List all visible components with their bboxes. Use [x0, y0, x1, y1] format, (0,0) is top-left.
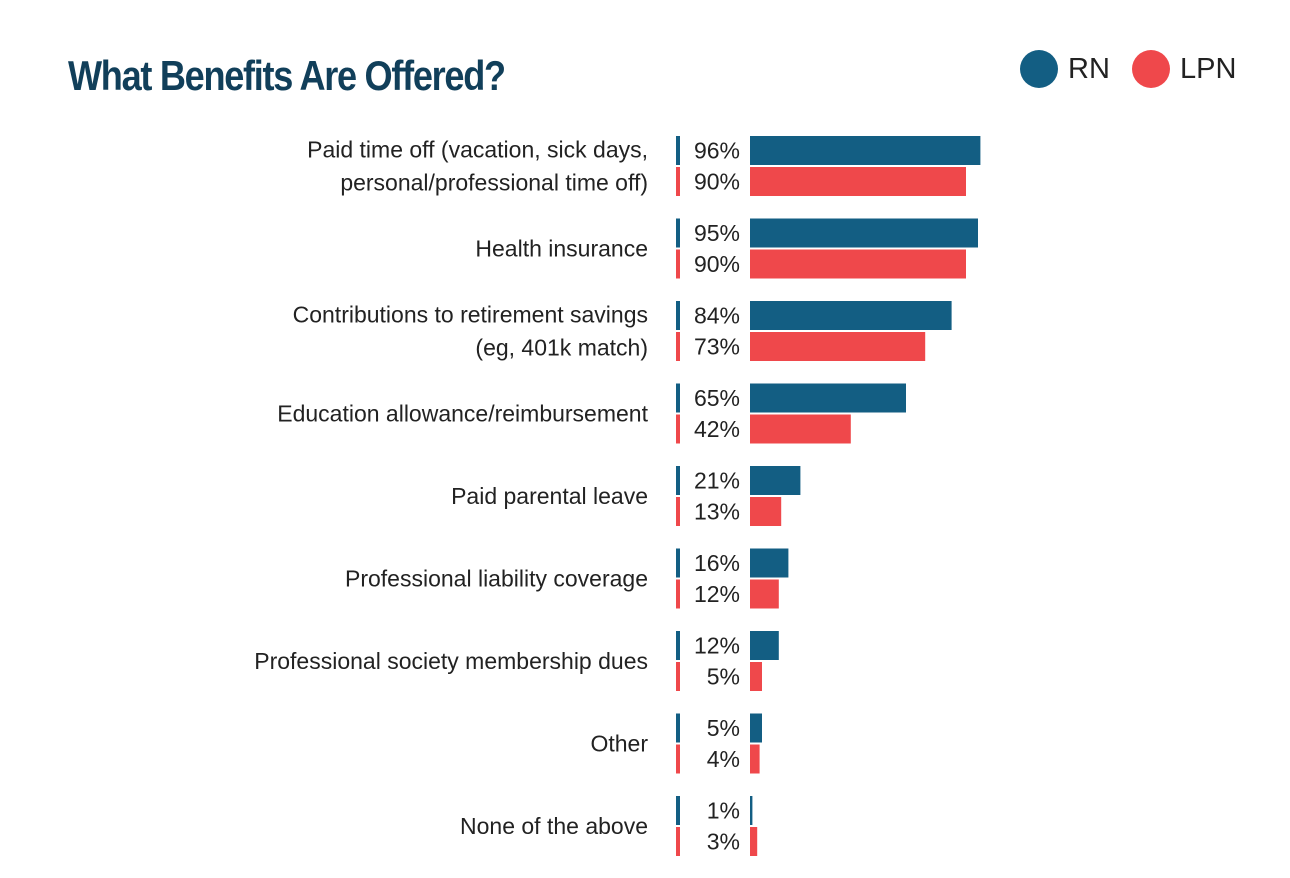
bar-lpn — [750, 414, 851, 444]
series-marker-lpn — [676, 497, 680, 526]
data-label-lpn: 4% — [707, 746, 740, 772]
data-label-lpn: 42% — [694, 416, 740, 442]
data-label-lpn: 73% — [694, 334, 740, 360]
series-marker-lpn — [676, 662, 680, 691]
legend-swatch-lpn — [1132, 50, 1170, 88]
legend-swatch-rn — [1020, 50, 1058, 88]
category-label: Education allowance/reimbursement — [277, 401, 648, 427]
bar-rn — [750, 796, 753, 825]
bar-lpn — [750, 579, 779, 609]
data-label-lpn: 90% — [694, 251, 740, 277]
category-label: Paid parental leave — [451, 483, 648, 509]
bar-lpn — [750, 249, 966, 279]
bar-rn — [750, 548, 789, 578]
legend-item-rn: RN — [1020, 50, 1110, 88]
bar-rn — [750, 631, 779, 660]
chart-title: What Benefits Are Offered? — [68, 52, 506, 99]
series-marker-lpn — [676, 414, 680, 444]
category-label: Health insurance — [475, 236, 648, 262]
category-label: None of the above — [460, 813, 648, 839]
data-label-lpn: 5% — [707, 664, 740, 690]
series-marker-lpn — [676, 579, 680, 609]
data-label-rn: 1% — [707, 798, 740, 824]
legend-item-lpn: LPN — [1132, 50, 1236, 88]
category-label: personal/professional time off) — [340, 170, 648, 196]
series-marker-rn — [676, 466, 680, 495]
data-label-lpn: 3% — [707, 829, 740, 855]
data-label-rn: 21% — [694, 468, 740, 494]
data-label-rn: 5% — [707, 715, 740, 741]
bar-rn — [750, 466, 801, 495]
series-marker-rn — [676, 301, 680, 330]
series-marker-lpn — [676, 249, 680, 279]
legend-label-lpn: LPN — [1180, 52, 1237, 85]
data-label-rn: 96% — [694, 138, 740, 164]
data-label-lpn: 13% — [694, 499, 740, 525]
series-marker-rn — [676, 383, 680, 413]
bar-lpn — [750, 332, 926, 361]
data-label-rn: 84% — [694, 303, 740, 329]
series-marker-lpn — [676, 744, 680, 774]
category-label: (eg, 401k match) — [475, 335, 648, 361]
bar-lpn — [750, 662, 762, 691]
data-label-lpn: 90% — [694, 169, 740, 195]
series-marker-lpn — [676, 827, 680, 856]
category-label: Other — [590, 731, 648, 757]
bar-rn — [750, 383, 906, 413]
data-label-lpn: 12% — [694, 581, 740, 607]
legend-label-rn: RN — [1068, 52, 1110, 85]
data-label-rn: 95% — [694, 220, 740, 246]
bar-rn — [750, 218, 978, 248]
series-marker-rn — [676, 548, 680, 578]
bar-lpn — [750, 744, 760, 774]
bar-lpn — [750, 167, 966, 196]
bar-lpn — [750, 827, 758, 856]
series-marker-rn — [676, 713, 680, 743]
series-marker-rn — [676, 136, 680, 165]
series-marker-lpn — [676, 332, 680, 361]
category-label: Professional society membership dues — [254, 648, 648, 674]
series-marker-rn — [676, 631, 680, 660]
category-label: Paid time off (vacation, sick days, — [307, 137, 648, 163]
bar-lpn — [750, 497, 782, 526]
series-marker-rn — [676, 218, 680, 248]
bar-rn — [750, 713, 762, 743]
data-label-rn: 16% — [694, 550, 740, 576]
data-label-rn: 12% — [694, 633, 740, 659]
data-label-rn: 65% — [694, 385, 740, 411]
series-marker-lpn — [676, 167, 680, 196]
bar-rn — [750, 136, 981, 165]
series-marker-rn — [676, 796, 680, 825]
category-label: Contributions to retirement savings — [293, 302, 648, 328]
category-label: Professional liability coverage — [345, 566, 648, 592]
bar-rn — [750, 301, 952, 330]
